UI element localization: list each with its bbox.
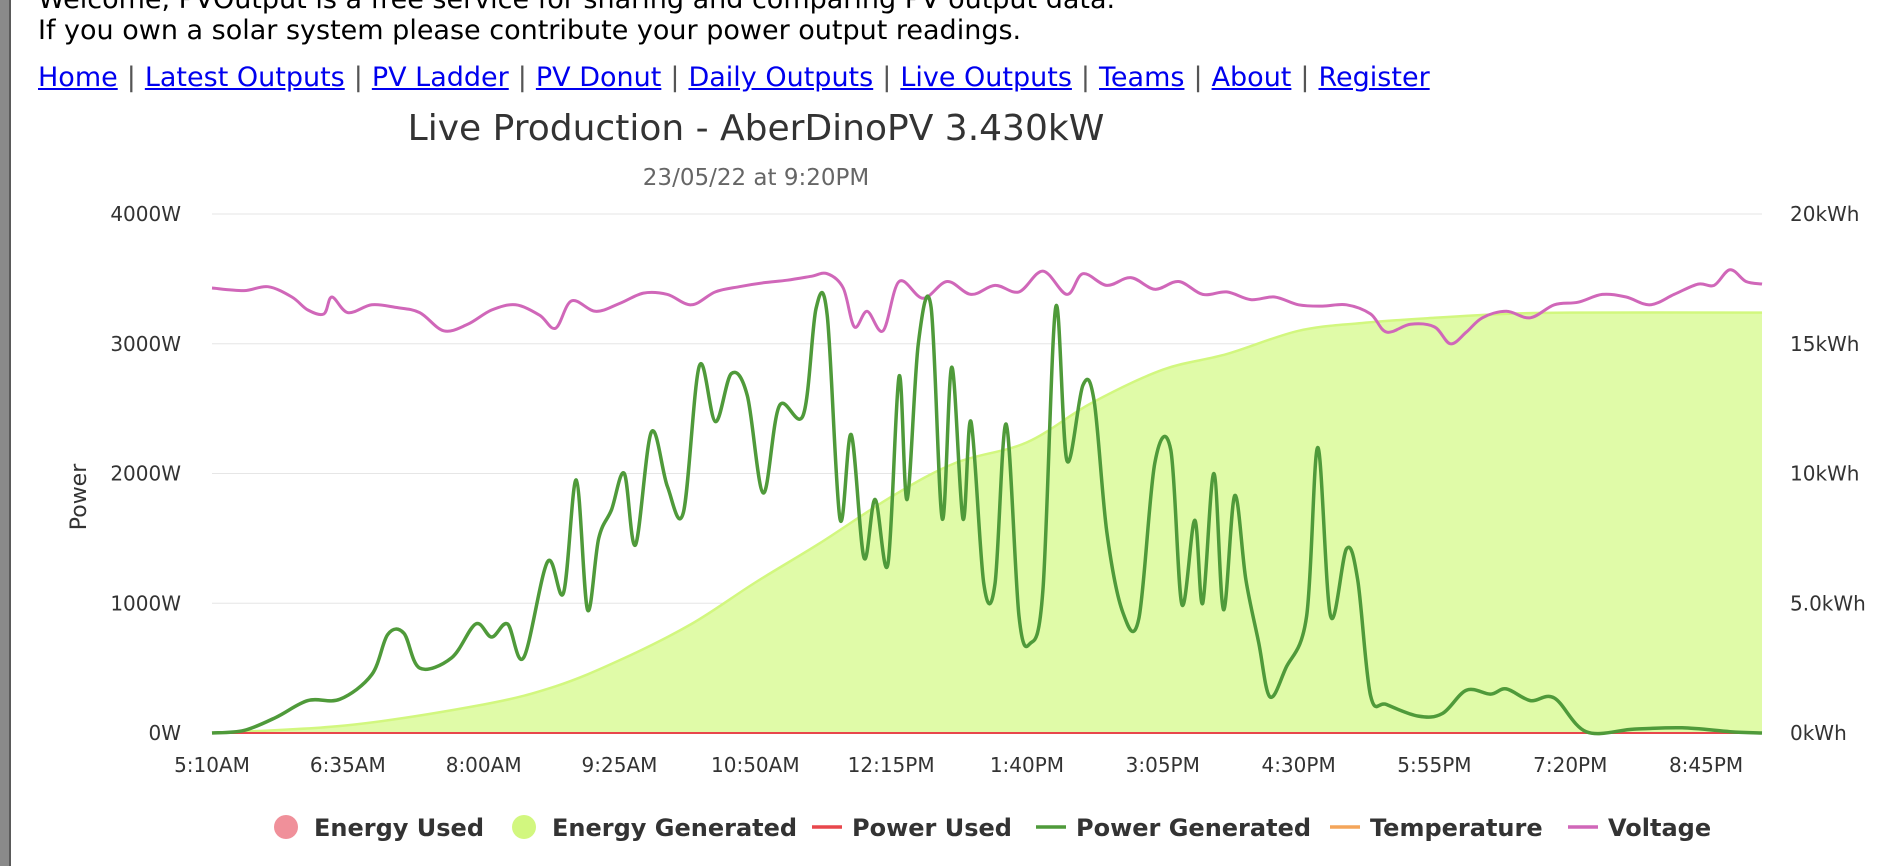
y-axis-title: Power <box>67 463 92 530</box>
chart-title: Live Production - AberDinoPV 3.430kW <box>408 108 1105 149</box>
legend-label: Voltage <box>1608 814 1711 842</box>
x-tick-label: 6:35AM <box>310 753 386 777</box>
y2-tick-label: 15kWh <box>1790 332 1859 356</box>
nav-bar: Home | Latest Outputs | PV Ladder | PV Donut | D… <box>38 58 1430 98</box>
y2-tick-label: 0kWh <box>1790 721 1847 745</box>
power-generated-line <box>211 290 1763 736</box>
nav-separator: | <box>1300 62 1310 93</box>
nav-pv-donut-link[interactable]: PV Donut <box>535 62 662 93</box>
x-tick-label: 3:05PM <box>1126 753 1200 777</box>
live-production-chart: Live Production - AberDinoPV 3.430kW 23/… <box>67 108 1866 842</box>
x-tick-label: 10:50AM <box>711 753 800 777</box>
chart-legend: Energy Used Energy Generated Power Used Pow… <box>274 814 1711 842</box>
x-tick-label: 8:00AM <box>446 753 522 777</box>
y2-tick-label: 10kWh <box>1790 462 1859 486</box>
legend-power-used[interactable]: Power Used <box>812 814 1012 842</box>
nav-separator: | <box>126 62 136 93</box>
y-tick-label: 4000W <box>110 202 181 226</box>
legend-voltage[interactable]: Voltage <box>1568 814 1711 842</box>
window-edge <box>0 0 11 866</box>
intro-line-2: If you own a solar system please contrib… <box>38 15 1022 46</box>
nav-separator: | <box>517 62 527 93</box>
y-tick-label: 1000W <box>110 591 181 615</box>
nav-live-outputs-link[interactable]: Live Outputs <box>900 62 1072 93</box>
nav-home-link[interactable]: Home <box>38 62 118 93</box>
legend-symbol <box>512 815 536 839</box>
legend-temperature[interactable]: Temperature <box>1330 814 1543 842</box>
legend-label: Power Generated <box>1076 814 1311 842</box>
intro-text: Welcome, PVOutput is a free service for … <box>38 0 1115 50</box>
y-axis-right: 0kWh 5.0kWh 10kWh 15kWh 20kWh <box>1790 202 1866 745</box>
x-tick-label: 12:15PM <box>848 753 935 777</box>
y2-tick-label: 20kWh <box>1790 202 1859 226</box>
nav-separator: | <box>882 62 892 93</box>
legend-power-generated[interactable]: Power Generated <box>1036 814 1311 842</box>
energy-generated-area <box>212 312 1762 733</box>
nav-pv-ladder-link[interactable]: PV Ladder <box>371 62 509 93</box>
legend-symbol <box>274 815 298 839</box>
legend-label: Temperature <box>1370 814 1543 842</box>
y2-tick-label: 5.0kWh <box>1790 591 1866 615</box>
nav-separator: | <box>1193 62 1203 93</box>
nav-separator: | <box>353 62 363 93</box>
voltage-line <box>211 268 1763 346</box>
x-axis: 5:10AM 6:35AM 8:00AM 9:25AM 10:50AM 12:15PM 1:… <box>174 753 1743 777</box>
x-tick-label: 9:25AM <box>582 753 658 777</box>
nav-daily-outputs-link[interactable]: Daily Outputs <box>688 62 874 93</box>
intro-line-1: Welcome, PVOutput is a free service for … <box>38 0 1115 19</box>
y-tick-label: 2000W <box>110 462 181 486</box>
nav-about-link[interactable]: About <box>1211 62 1292 93</box>
energy-generated-line <box>211 311 1763 735</box>
x-tick-label: 8:45PM <box>1669 753 1743 777</box>
legend-label: Energy Used <box>314 814 484 842</box>
series-layer <box>211 268 1763 736</box>
legend-energy-used[interactable]: Energy Used <box>274 814 484 842</box>
legend-label: Energy Generated <box>552 814 797 842</box>
x-tick-label: 5:10AM <box>174 753 250 777</box>
x-tick-label: 5:55PM <box>1397 753 1471 777</box>
nav-separator: | <box>1080 62 1091 93</box>
chart-subtitle: 23/05/22 at 9:20PM <box>643 165 869 191</box>
legend-label: Power Used <box>852 814 1012 842</box>
legend-energy-generated[interactable]: Energy Generated <box>512 814 797 842</box>
x-tick-label: 1:40PM <box>990 753 1064 777</box>
y-tick-label: 0W <box>149 721 182 745</box>
nav-latest-outputs-link[interactable]: Latest Outputs <box>144 62 345 93</box>
y-axis-left: 0W 1000W 2000W 3000W 4000W <box>110 202 181 745</box>
nav-separator: | <box>670 62 680 93</box>
y-tick-label: 3000W <box>110 332 181 356</box>
nav-teams-link[interactable]: Teams <box>1099 62 1185 93</box>
x-tick-label: 4:30PM <box>1261 753 1335 777</box>
x-tick-label: 7:20PM <box>1533 753 1607 777</box>
nav-register-link[interactable]: Register <box>1318 62 1430 93</box>
